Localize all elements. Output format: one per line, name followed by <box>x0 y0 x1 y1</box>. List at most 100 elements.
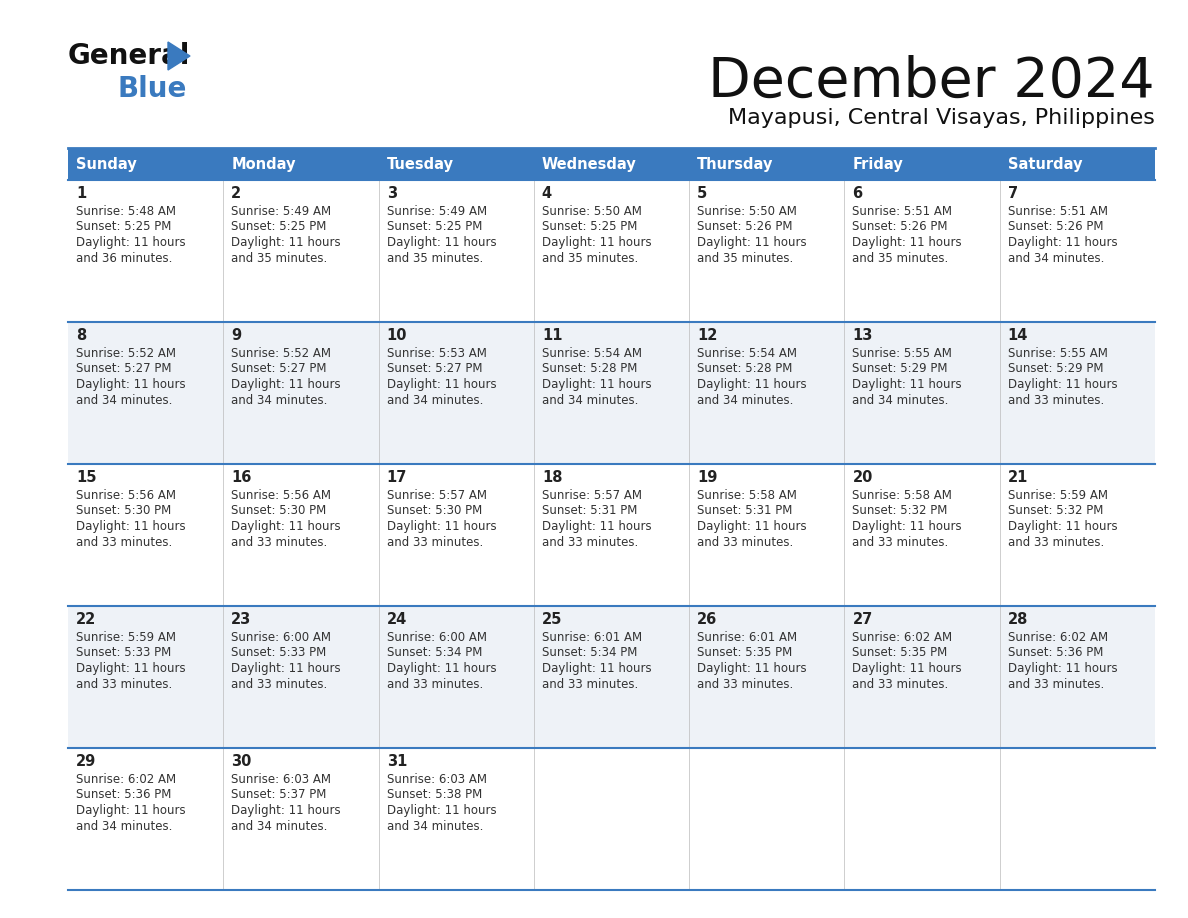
Text: Daylight: 11 hours: Daylight: 11 hours <box>697 378 807 391</box>
Text: Daylight: 11 hours: Daylight: 11 hours <box>542 378 651 391</box>
Text: Sunset: 5:30 PM: Sunset: 5:30 PM <box>76 505 171 518</box>
Bar <box>1000 180 1155 322</box>
Text: Sunrise: 5:49 AM: Sunrise: 5:49 AM <box>386 205 487 218</box>
Text: Sunrise: 5:53 AM: Sunrise: 5:53 AM <box>386 347 486 360</box>
Text: Sunrise: 5:49 AM: Sunrise: 5:49 AM <box>232 205 331 218</box>
Text: Thursday: Thursday <box>697 156 773 172</box>
Text: 5: 5 <box>697 186 707 201</box>
Text: Daylight: 11 hours: Daylight: 11 hours <box>542 520 651 533</box>
Text: Sunrise: 5:54 AM: Sunrise: 5:54 AM <box>697 347 797 360</box>
Bar <box>68 180 223 322</box>
Text: Sunrise: 6:01 AM: Sunrise: 6:01 AM <box>697 631 797 644</box>
Text: Sunrise: 6:03 AM: Sunrise: 6:03 AM <box>386 773 487 786</box>
Text: Daylight: 11 hours: Daylight: 11 hours <box>1007 236 1118 249</box>
Text: and 33 minutes.: and 33 minutes. <box>386 677 482 690</box>
Text: Sunset: 5:36 PM: Sunset: 5:36 PM <box>76 789 171 801</box>
Bar <box>845 464 1000 606</box>
Text: Sunset: 5:37 PM: Sunset: 5:37 PM <box>232 789 327 801</box>
Text: Wednesday: Wednesday <box>542 156 637 172</box>
Text: and 35 minutes.: and 35 minutes. <box>386 252 482 264</box>
Text: Daylight: 11 hours: Daylight: 11 hours <box>697 662 807 675</box>
Text: and 33 minutes.: and 33 minutes. <box>232 535 328 548</box>
Text: and 34 minutes.: and 34 minutes. <box>853 394 949 407</box>
Text: 7: 7 <box>1007 186 1018 201</box>
Text: and 34 minutes.: and 34 minutes. <box>697 394 794 407</box>
Text: December 2024: December 2024 <box>708 55 1155 109</box>
Text: Daylight: 11 hours: Daylight: 11 hours <box>386 520 497 533</box>
Text: 4: 4 <box>542 186 552 201</box>
Text: and 34 minutes.: and 34 minutes. <box>232 394 328 407</box>
Text: Sunset: 5:33 PM: Sunset: 5:33 PM <box>76 646 171 659</box>
Text: Sunrise: 6:01 AM: Sunrise: 6:01 AM <box>542 631 642 644</box>
Text: 9: 9 <box>232 328 241 343</box>
Text: and 33 minutes.: and 33 minutes. <box>697 677 794 690</box>
Text: Sunrise: 6:02 AM: Sunrise: 6:02 AM <box>853 631 953 644</box>
Bar <box>379 180 533 322</box>
Bar <box>533 322 689 464</box>
Text: Daylight: 11 hours: Daylight: 11 hours <box>76 520 185 533</box>
Text: Daylight: 11 hours: Daylight: 11 hours <box>386 662 497 675</box>
Bar <box>689 464 845 606</box>
Text: Sunset: 5:35 PM: Sunset: 5:35 PM <box>853 646 948 659</box>
Text: General: General <box>68 42 190 70</box>
Polygon shape <box>168 42 190 70</box>
Text: Tuesday: Tuesday <box>386 156 454 172</box>
Text: and 33 minutes.: and 33 minutes. <box>853 677 949 690</box>
Text: Blue: Blue <box>118 75 188 103</box>
Text: and 33 minutes.: and 33 minutes. <box>542 677 638 690</box>
Bar <box>68 322 223 464</box>
Text: and 34 minutes.: and 34 minutes. <box>76 820 172 833</box>
Text: and 34 minutes.: and 34 minutes. <box>386 394 484 407</box>
Bar <box>1000 322 1155 464</box>
Text: Sunrise: 5:59 AM: Sunrise: 5:59 AM <box>1007 489 1107 502</box>
Text: Sunrise: 5:51 AM: Sunrise: 5:51 AM <box>853 205 953 218</box>
Text: 26: 26 <box>697 612 718 627</box>
Text: 25: 25 <box>542 612 562 627</box>
Bar <box>379 322 533 464</box>
Bar <box>223 464 379 606</box>
Text: 21: 21 <box>1007 470 1028 485</box>
Bar <box>689 322 845 464</box>
Text: Daylight: 11 hours: Daylight: 11 hours <box>853 520 962 533</box>
Bar <box>533 606 689 748</box>
Text: Sunset: 5:32 PM: Sunset: 5:32 PM <box>1007 505 1104 518</box>
Text: Sunrise: 5:54 AM: Sunrise: 5:54 AM <box>542 347 642 360</box>
Text: Sunset: 5:25 PM: Sunset: 5:25 PM <box>232 220 327 233</box>
Text: 8: 8 <box>76 328 87 343</box>
Text: Sunrise: 5:50 AM: Sunrise: 5:50 AM <box>697 205 797 218</box>
Text: Daylight: 11 hours: Daylight: 11 hours <box>232 804 341 817</box>
Bar <box>533 748 689 890</box>
Text: Sunset: 5:31 PM: Sunset: 5:31 PM <box>697 505 792 518</box>
Text: Sunset: 5:31 PM: Sunset: 5:31 PM <box>542 505 637 518</box>
Text: 30: 30 <box>232 754 252 769</box>
Text: and 35 minutes.: and 35 minutes. <box>697 252 794 264</box>
Text: Sunrise: 5:59 AM: Sunrise: 5:59 AM <box>76 631 176 644</box>
Text: Sunset: 5:38 PM: Sunset: 5:38 PM <box>386 789 482 801</box>
Text: Sunset: 5:26 PM: Sunset: 5:26 PM <box>697 220 792 233</box>
Bar <box>223 322 379 464</box>
Text: and 35 minutes.: and 35 minutes. <box>853 252 949 264</box>
Text: Daylight: 11 hours: Daylight: 11 hours <box>1007 662 1118 675</box>
Bar <box>1000 464 1155 606</box>
Text: 23: 23 <box>232 612 252 627</box>
Text: Sunrise: 5:57 AM: Sunrise: 5:57 AM <box>542 489 642 502</box>
Text: Daylight: 11 hours: Daylight: 11 hours <box>76 662 185 675</box>
Text: Daylight: 11 hours: Daylight: 11 hours <box>1007 520 1118 533</box>
Text: and 33 minutes.: and 33 minutes. <box>853 535 949 548</box>
Text: Daylight: 11 hours: Daylight: 11 hours <box>542 236 651 249</box>
Text: 13: 13 <box>853 328 873 343</box>
Text: Sunrise: 5:55 AM: Sunrise: 5:55 AM <box>1007 347 1107 360</box>
Text: Sunrise: 6:00 AM: Sunrise: 6:00 AM <box>232 631 331 644</box>
Text: Sunrise: 5:58 AM: Sunrise: 5:58 AM <box>853 489 953 502</box>
Text: 16: 16 <box>232 470 252 485</box>
Text: Daylight: 11 hours: Daylight: 11 hours <box>232 520 341 533</box>
Text: 12: 12 <box>697 328 718 343</box>
Text: Sunrise: 5:56 AM: Sunrise: 5:56 AM <box>232 489 331 502</box>
Text: and 33 minutes.: and 33 minutes. <box>76 677 172 690</box>
Text: Sunrise: 5:55 AM: Sunrise: 5:55 AM <box>853 347 953 360</box>
Text: Monday: Monday <box>232 156 296 172</box>
Text: 3: 3 <box>386 186 397 201</box>
Bar <box>1000 606 1155 748</box>
Text: Sunset: 5:27 PM: Sunset: 5:27 PM <box>76 363 171 375</box>
Text: Sunset: 5:29 PM: Sunset: 5:29 PM <box>853 363 948 375</box>
